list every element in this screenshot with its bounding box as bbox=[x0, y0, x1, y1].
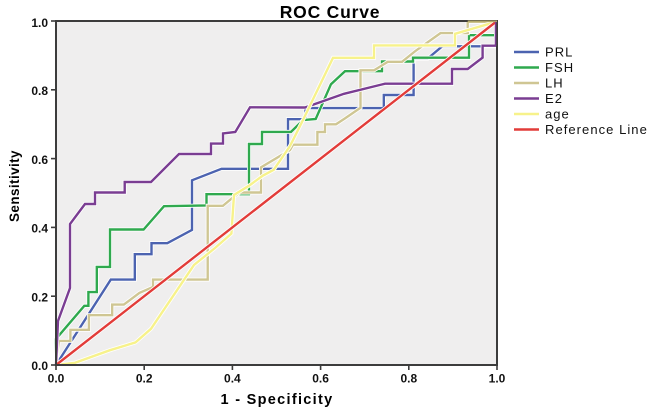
svg-text:ROC Curve: ROC Curve bbox=[280, 2, 381, 22]
svg-text:0.4: 0.4 bbox=[224, 372, 241, 386]
svg-text:age: age bbox=[545, 107, 570, 122]
svg-text:0.0: 0.0 bbox=[31, 359, 48, 373]
svg-text:0.2: 0.2 bbox=[136, 372, 153, 386]
svg-text:1.0: 1.0 bbox=[31, 16, 48, 30]
svg-text:0.8: 0.8 bbox=[31, 84, 48, 98]
svg-text:0.6: 0.6 bbox=[31, 153, 48, 167]
svg-text:Reference Line: Reference Line bbox=[545, 122, 648, 137]
svg-text:E2: E2 bbox=[545, 91, 563, 106]
svg-text:0.0: 0.0 bbox=[48, 372, 65, 386]
svg-text:FSH: FSH bbox=[545, 60, 574, 75]
svg-text:1 - Specificity: 1 - Specificity bbox=[221, 392, 334, 408]
svg-text:PRL: PRL bbox=[545, 45, 573, 60]
svg-text:0.4: 0.4 bbox=[31, 222, 48, 236]
svg-text:0.6: 0.6 bbox=[312, 372, 329, 386]
svg-text:1.0: 1.0 bbox=[489, 372, 506, 386]
svg-text:Sensitivity: Sensitivity bbox=[7, 150, 22, 222]
svg-text:LH: LH bbox=[545, 76, 564, 91]
svg-text:0.2: 0.2 bbox=[31, 290, 48, 304]
svg-text:0.8: 0.8 bbox=[400, 372, 417, 386]
